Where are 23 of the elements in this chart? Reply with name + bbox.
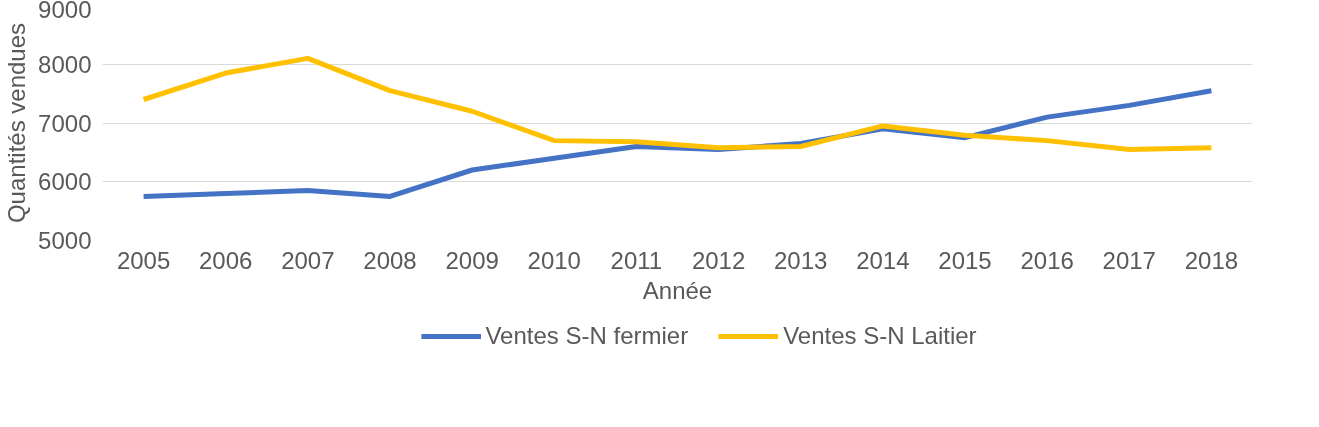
x-tick-label: 2016 — [1020, 246, 1074, 274]
y-tick-label: 5000 — [38, 227, 92, 254]
x-tick-label: 2007 — [281, 246, 335, 274]
legend-label: Ventes S-N Laitier — [783, 322, 977, 350]
x-tick-label: 2008 — [363, 246, 417, 274]
x-tick-label: 2018 — [1184, 246, 1239, 274]
x-tick-label: 2005 — [116, 246, 171, 274]
x-tick-label: 2010 — [527, 246, 581, 274]
x-tick-label: 2013 — [774, 246, 828, 274]
x-tick-label: 2014 — [856, 246, 910, 274]
x-tick-label: 2017 — [1102, 246, 1156, 274]
y-tick-label: 9000 — [38, 0, 92, 23]
x-axis-title: Année — [642, 276, 713, 304]
x-tick-label: 2015 — [938, 246, 992, 274]
y-tick-label: 8000 — [38, 50, 92, 78]
x-tick-label: 2009 — [445, 246, 499, 274]
x-tick-label: 2006 — [199, 246, 253, 274]
legend-label: Ventes S-N fermier — [485, 322, 689, 350]
x-tick-label: 2011 — [610, 246, 663, 274]
y-tick-label: 6000 — [38, 168, 92, 196]
x-tick-label: 2012 — [691, 246, 746, 274]
y-axis-title: Quantités vendues — [3, 22, 31, 224]
y-tick-label: 7000 — [38, 109, 92, 137]
